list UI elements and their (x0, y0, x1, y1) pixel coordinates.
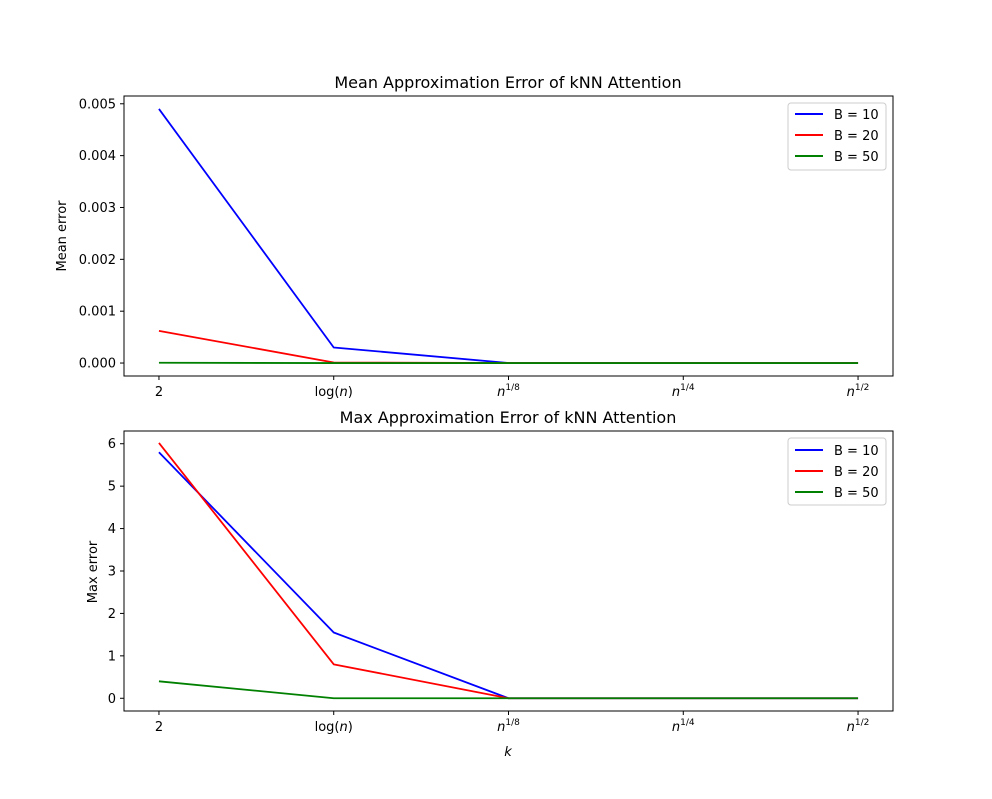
legend-label-b20: B = 20 (834, 465, 879, 480)
x-tick-label: n1/8 (497, 383, 520, 400)
y-tick-label: 2 (108, 607, 116, 622)
chart-title: Max Approximation Error of kNN Attention (340, 408, 677, 427)
x-tick-label: 2 (155, 385, 163, 400)
x-tick-label: 2 (155, 720, 163, 735)
y-tick-label: 0.004 (79, 149, 116, 164)
chart-title: Mean Approximation Error of kNN Attentio… (334, 73, 681, 92)
legend-box (787, 437, 887, 506)
x-tick-label: log(n) (315, 385, 353, 400)
y-tick-label: 6 (108, 437, 116, 452)
y-axis-label: Mean error (55, 200, 70, 272)
y-axis-label: Max error (86, 540, 101, 603)
legend-label-b20: B = 20 (834, 129, 879, 144)
y-tick-label: 0.005 (79, 97, 116, 112)
legend-label-b50: B = 50 (834, 486, 879, 501)
x-tick-label: log(n) (315, 720, 353, 735)
axes-frame (123, 430, 894, 712)
y-tick-label: 4 (108, 522, 116, 537)
max-error-subplot: Max Approximation Error of kNN Attention… (86, 408, 894, 760)
x-tick-label: n1/8 (497, 718, 520, 735)
x-tick-label: n1/4 (672, 383, 695, 400)
y-tick-label: 0.001 (79, 305, 116, 320)
x-tick-label: n1/2 (847, 718, 870, 735)
legend-label-b10: B = 10 (834, 444, 879, 459)
y-tick-label: 0.003 (79, 201, 116, 216)
series-group (158, 442, 859, 700)
x-tick-label: n1/2 (847, 383, 870, 400)
tick-group: 2 log(n) n1/8 n1/4 n1/2 0.000 0.001 0.002 0.003 0… (79, 97, 870, 400)
y-tick-label: 5 (108, 480, 116, 495)
series-line (158, 680, 859, 700)
legend: B = 10 B = 20 B = 50 (787, 102, 887, 171)
y-tick-label: 1 (108, 649, 116, 664)
y-tick-label: 0.002 (79, 253, 116, 268)
y-tick-label: 0.000 (79, 357, 116, 372)
legend-label-b50: B = 50 (834, 150, 879, 165)
tick-group: 2 log(n) n1/8 n1/4 n1/2 0 1 2 3 4 5 6 (108, 437, 870, 735)
legend-box (787, 102, 887, 171)
x-tick-label: n1/4 (672, 718, 695, 735)
legend: B = 10 B = 20 B = 50 (787, 437, 887, 506)
series-group (158, 108, 859, 364)
legend-label-b10: B = 10 (834, 108, 879, 123)
axes-frame (123, 95, 894, 377)
x-axis-label: k (504, 745, 512, 760)
y-tick-label: 3 (108, 565, 116, 580)
y-tick-label: 0 (108, 692, 116, 707)
mean-error-subplot: Mean Approximation Error of kNN Attentio… (55, 73, 894, 400)
